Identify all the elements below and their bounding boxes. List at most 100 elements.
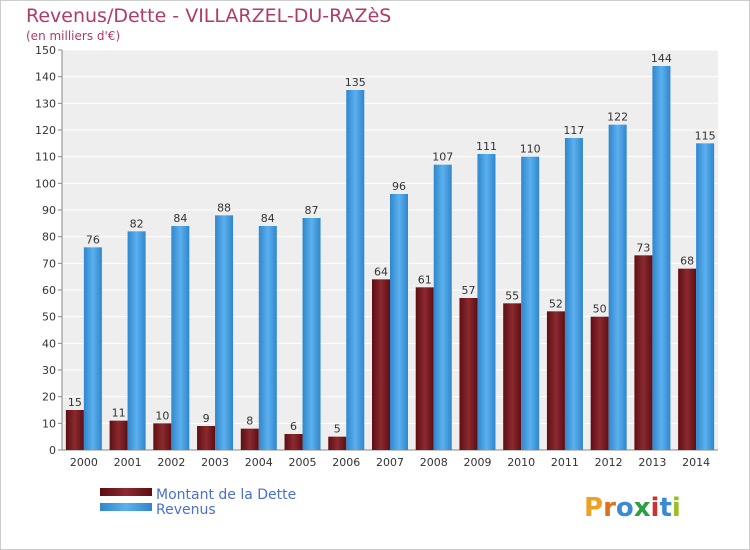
data-label-revenus-2008: 107 bbox=[432, 151, 453, 164]
data-label-debt-2002: 10 bbox=[155, 409, 169, 422]
logo-letter: i bbox=[672, 493, 681, 523]
data-label-revenus-2009: 111 bbox=[476, 140, 497, 153]
y-tick-label-90: 90 bbox=[42, 204, 56, 217]
bar-revenus-2013 bbox=[652, 66, 671, 450]
y-tick-label-40: 40 bbox=[42, 337, 56, 350]
bar-debt-2008 bbox=[415, 287, 434, 450]
data-label-debt-2011: 52 bbox=[549, 297, 563, 310]
bar-debt-2005 bbox=[284, 434, 303, 450]
bar-revenus-2009 bbox=[477, 154, 496, 450]
x-tick-label-2007: 2007 bbox=[376, 456, 404, 469]
y-tick-label-20: 20 bbox=[42, 391, 56, 404]
bar-debt-2006 bbox=[328, 436, 347, 450]
data-label-revenus-2006: 135 bbox=[345, 76, 366, 89]
bar-revenus-2003 bbox=[215, 215, 234, 450]
bar-revenus-2007 bbox=[390, 194, 408, 450]
y-tick-label-110: 110 bbox=[35, 151, 56, 164]
data-label-debt-2001: 11 bbox=[112, 407, 126, 420]
legend-swatch-revenus bbox=[100, 503, 152, 511]
x-tick-label-2009: 2009 bbox=[463, 456, 491, 469]
bar-revenus-2004 bbox=[258, 226, 277, 450]
bar-revenus-2002 bbox=[171, 226, 190, 450]
bar-revenus-2000 bbox=[83, 247, 102, 450]
bar-revenus-2012 bbox=[608, 124, 627, 451]
bar-debt-2003 bbox=[197, 426, 216, 450]
data-label-debt-2007: 64 bbox=[374, 265, 388, 278]
legend: Montant de la Dette Revenus bbox=[100, 487, 296, 518]
x-tick-label-2008: 2008 bbox=[420, 456, 448, 469]
data-label-debt-2014: 68 bbox=[680, 255, 694, 268]
data-label-debt-2000: 15 bbox=[68, 396, 82, 409]
x-tick-label-2012: 2012 bbox=[595, 456, 623, 469]
y-tick-label-130: 130 bbox=[35, 97, 56, 110]
y-tick-label-140: 140 bbox=[35, 71, 56, 84]
bar-revenus-2001 bbox=[127, 231, 146, 450]
data-label-revenus-2005: 87 bbox=[305, 204, 319, 217]
data-label-debt-2009: 57 bbox=[461, 284, 475, 297]
data-label-revenus-2003: 88 bbox=[217, 201, 231, 214]
bar-revenus-2010 bbox=[521, 156, 540, 450]
y-tick-label-30: 30 bbox=[42, 364, 56, 377]
logo-letter: t bbox=[659, 493, 671, 523]
data-label-revenus-2004: 84 bbox=[261, 212, 275, 225]
data-label-revenus-2010: 110 bbox=[520, 143, 541, 156]
y-tick-label-150: 150 bbox=[35, 44, 56, 57]
legend-label-debt: Montant de la Dette bbox=[156, 487, 296, 503]
x-tick-label-2002: 2002 bbox=[157, 456, 185, 469]
bar-debt-2002 bbox=[153, 423, 172, 450]
data-label-debt-2004: 8 bbox=[246, 415, 253, 428]
bar-debt-2007 bbox=[372, 279, 390, 450]
plot-area: 0 10 20 30 40 50 60 70 80 90 100 110 120 130 140 150 15 7… bbox=[35, 44, 718, 469]
bar-revenus-2011 bbox=[564, 138, 583, 450]
y-tick-label-60: 60 bbox=[42, 284, 56, 297]
logo-letter: r bbox=[603, 493, 616, 523]
logo-letter: x bbox=[634, 493, 651, 523]
data-label-debt-2010: 55 bbox=[505, 289, 519, 302]
bar-debt-2011 bbox=[546, 311, 565, 450]
data-label-revenus-2007: 96 bbox=[392, 180, 406, 193]
data-label-debt-2008: 61 bbox=[418, 273, 432, 286]
x-tick-label-2005: 2005 bbox=[289, 456, 317, 469]
y-tick-label-100: 100 bbox=[35, 177, 56, 190]
data-label-revenus-2001: 82 bbox=[130, 217, 144, 230]
x-tick-label-2010: 2010 bbox=[507, 456, 535, 469]
bar-debt-2001 bbox=[109, 420, 128, 450]
data-label-revenus-2000: 76 bbox=[86, 233, 100, 246]
logo-letter: o bbox=[616, 493, 634, 523]
y-tick-label-80: 80 bbox=[42, 231, 56, 244]
bar-debt-2004 bbox=[240, 428, 259, 450]
x-tick-label-2013: 2013 bbox=[638, 456, 666, 469]
logo-letter: i bbox=[651, 493, 660, 523]
bar-revenus-2008 bbox=[433, 164, 452, 450]
y-tick-label-70: 70 bbox=[42, 257, 56, 270]
y-tick-label-10: 10 bbox=[42, 417, 56, 430]
data-label-debt-2003: 9 bbox=[203, 412, 210, 425]
chart-title: Revenus/Dette - VILLARZEL-DU-RAZèS bbox=[26, 5, 391, 27]
data-label-revenus-2013: 144 bbox=[651, 52, 672, 65]
bar-revenus-2005 bbox=[302, 218, 321, 450]
proxiti-logo: Proxiti bbox=[584, 493, 681, 523]
bar-debt-2010 bbox=[503, 303, 522, 450]
x-tick-label-2004: 2004 bbox=[245, 456, 273, 469]
x-tick-label-2014: 2014 bbox=[682, 456, 710, 469]
data-label-debt-2006: 5 bbox=[334, 423, 341, 436]
data-label-revenus-2002: 84 bbox=[173, 212, 187, 225]
bar-debt-2009 bbox=[459, 298, 478, 450]
data-label-debt-2012: 50 bbox=[593, 303, 607, 316]
data-label-debt-2013: 73 bbox=[636, 241, 650, 254]
data-label-revenus-2012: 122 bbox=[607, 111, 628, 124]
y-tick-label-50: 50 bbox=[42, 311, 56, 324]
y-tick-label-120: 120 bbox=[35, 124, 56, 137]
bar-debt-2014 bbox=[678, 268, 697, 450]
x-tick-label-2003: 2003 bbox=[201, 456, 229, 469]
x-tick-label-2006: 2006 bbox=[332, 456, 360, 469]
x-tick-label-2001: 2001 bbox=[114, 456, 142, 469]
y-tick-label-0: 0 bbox=[49, 444, 56, 457]
bar-revenus-2014 bbox=[696, 143, 715, 451]
chart-subtitle: (en milliers d'€) bbox=[26, 29, 120, 43]
x-tick-label-2011: 2011 bbox=[551, 456, 579, 469]
legend-label-revenus: Revenus bbox=[156, 502, 216, 518]
data-label-revenus-2011: 117 bbox=[563, 124, 584, 137]
